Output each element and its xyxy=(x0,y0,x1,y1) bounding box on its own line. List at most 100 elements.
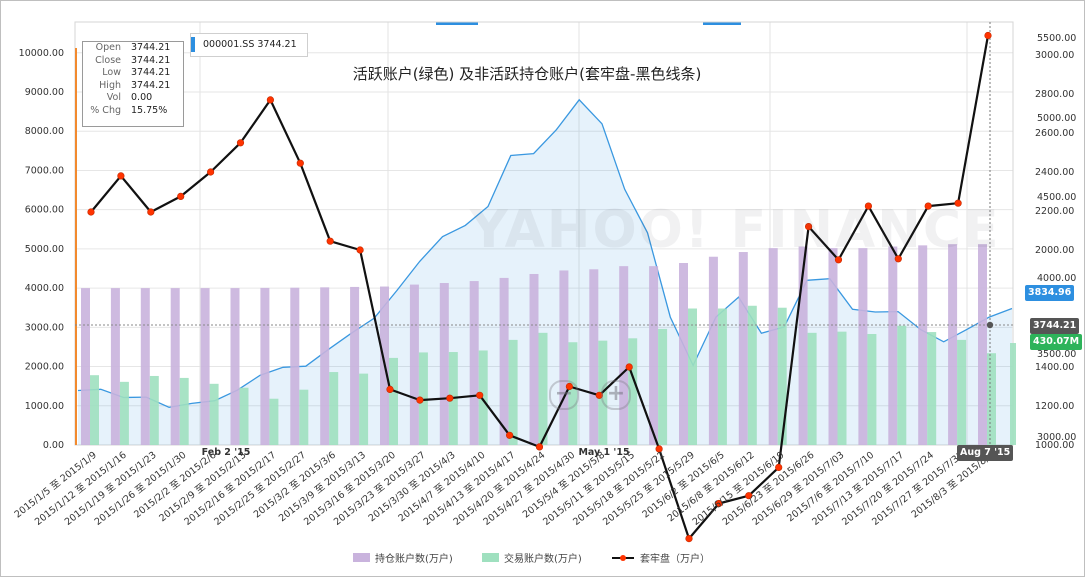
bar-holding-accounts xyxy=(619,266,629,445)
bar-trading-accounts xyxy=(688,308,697,445)
line-marker xyxy=(834,256,843,264)
bar-holding-accounts xyxy=(230,288,240,445)
bar-trading-accounts xyxy=(329,372,339,445)
ohlc-label: High xyxy=(99,79,121,91)
bar-holding-accounts xyxy=(649,266,659,445)
line-marker xyxy=(386,385,394,394)
ohlc-label: Open xyxy=(95,42,121,53)
right-secondary-tick: 5500.00 xyxy=(1037,33,1076,44)
bar-trading-accounts xyxy=(777,307,787,445)
bar-trading-accounts xyxy=(179,377,189,445)
volume-flag: 430.07M xyxy=(1030,334,1083,350)
top-accent-bar xyxy=(436,22,478,25)
bar-holding-accounts xyxy=(170,288,180,445)
bar-holding-accounts xyxy=(81,288,90,445)
price-flag: 3744.21 xyxy=(1030,318,1080,334)
bar-trading-accounts xyxy=(628,338,638,445)
zoom-out-button[interactable]: − xyxy=(549,380,579,410)
bar-holding-accounts xyxy=(589,269,599,445)
ohlc-value: 3744.21 xyxy=(131,67,171,79)
yahoo-finance-watermark: YAHOO! FINANCE xyxy=(470,200,1001,260)
left-axis-tick: 1000.00 xyxy=(25,401,64,412)
bar-holding-accounts xyxy=(350,286,360,445)
bar-trading-accounts xyxy=(149,375,159,445)
line-marker xyxy=(356,246,364,254)
bar-trading-accounts xyxy=(957,339,967,445)
bar-holding-accounts xyxy=(290,287,300,445)
line-marker xyxy=(954,199,962,207)
ohlc-label: Close xyxy=(95,54,121,66)
bar-holding-accounts xyxy=(200,288,210,445)
bar-holding-accounts xyxy=(409,284,419,445)
bar-holding-accounts xyxy=(260,287,270,445)
bar-holding-accounts xyxy=(888,246,898,445)
right-secondary-tick: 4000.00 xyxy=(1037,273,1076,284)
bar-trading-accounts xyxy=(927,332,937,445)
symbol-tooltip: 000001.SS 3744.21 xyxy=(190,33,308,57)
left-axis-tick: 0.00 xyxy=(43,440,64,451)
line-marker xyxy=(326,237,334,245)
bar-holding-accounts xyxy=(738,252,748,445)
bar-trading-accounts xyxy=(359,373,369,445)
line-marker xyxy=(236,139,245,147)
bar-holding-accounts xyxy=(529,273,539,445)
bar-trading-accounts xyxy=(508,339,518,445)
bar-holding-accounts xyxy=(828,248,838,445)
ohlc-row: Low 3744.21 xyxy=(83,67,183,80)
bar-holding-accounts xyxy=(978,244,987,445)
top-accent-bar xyxy=(703,22,741,25)
line-marker xyxy=(177,192,185,200)
bar-holding-accounts xyxy=(918,245,928,445)
right-secondary-tick: 5000.00 xyxy=(1037,113,1076,124)
bar-trading-accounts xyxy=(269,398,279,445)
line-marker xyxy=(535,443,544,451)
line-marker xyxy=(625,363,633,371)
left-axis-tick: 5000.00 xyxy=(25,244,64,255)
bar-holding-accounts xyxy=(858,248,868,445)
bar-holding-accounts xyxy=(110,288,120,445)
right-axis-tick: 2800.00 xyxy=(1035,89,1074,100)
bar-holding-accounts xyxy=(768,248,778,445)
legend-label: 交易账户数(万户) xyxy=(504,552,582,565)
legend-label: 持仓账户数(万户) xyxy=(375,552,453,565)
zoom-in-button[interactable]: + xyxy=(601,380,631,410)
ohlc-label: % Chg xyxy=(90,104,121,116)
line-marker xyxy=(685,534,693,543)
right-axis-tick: 2600.00 xyxy=(1035,128,1074,139)
bar-trading-accounts xyxy=(90,375,99,445)
line-marker xyxy=(655,445,663,453)
bar-holding-accounts xyxy=(499,277,509,445)
line-marker xyxy=(476,391,484,399)
left-axis-tick: 3000.00 xyxy=(25,322,64,333)
bar-trading-accounts xyxy=(568,342,578,445)
ohlc-label: Vol xyxy=(106,92,121,104)
ohlc-value: 0.00 xyxy=(131,92,153,104)
bar-trading-accounts xyxy=(658,328,668,445)
crosshair-dot xyxy=(986,321,994,329)
symbol-tooltip-text: 000001.SS 3744.21 xyxy=(203,39,297,50)
bar-trading-accounts xyxy=(717,308,727,445)
line-marker xyxy=(506,431,514,439)
ohlc-row: Open 3744.21 xyxy=(83,42,183,55)
date-marker-label: May 1 '15 xyxy=(578,447,629,458)
line-marker xyxy=(207,168,215,176)
ohlc-value: 3744.21 xyxy=(131,42,171,53)
ohlc-row: Vol 0.00 xyxy=(83,92,183,105)
right-secondary-tick: 4500.00 xyxy=(1037,192,1076,203)
index-value-flag: 3834.96 xyxy=(1025,285,1075,301)
legend-swatch xyxy=(482,553,499,562)
bar-trading-accounts xyxy=(867,334,877,445)
left-axis-tick: 2000.00 xyxy=(25,362,64,373)
bar-holding-accounts xyxy=(320,287,330,445)
ohlc-value: 15.75% xyxy=(131,104,168,116)
bar-trading-accounts xyxy=(239,387,249,445)
bar-trading-accounts xyxy=(987,353,996,445)
bar-holding-accounts xyxy=(679,263,688,445)
right-axis-tick: 2000.00 xyxy=(1035,245,1074,256)
ohlc-row: Close 3744.21 xyxy=(83,55,183,68)
ohlc-panel: Open 3744.21 Close 3744.21 Low 3744.21 High 374… xyxy=(82,41,184,127)
line-marker xyxy=(894,255,902,263)
bar-trading-accounts xyxy=(807,332,817,445)
right-axis-tick: 2200.00 xyxy=(1035,206,1074,217)
